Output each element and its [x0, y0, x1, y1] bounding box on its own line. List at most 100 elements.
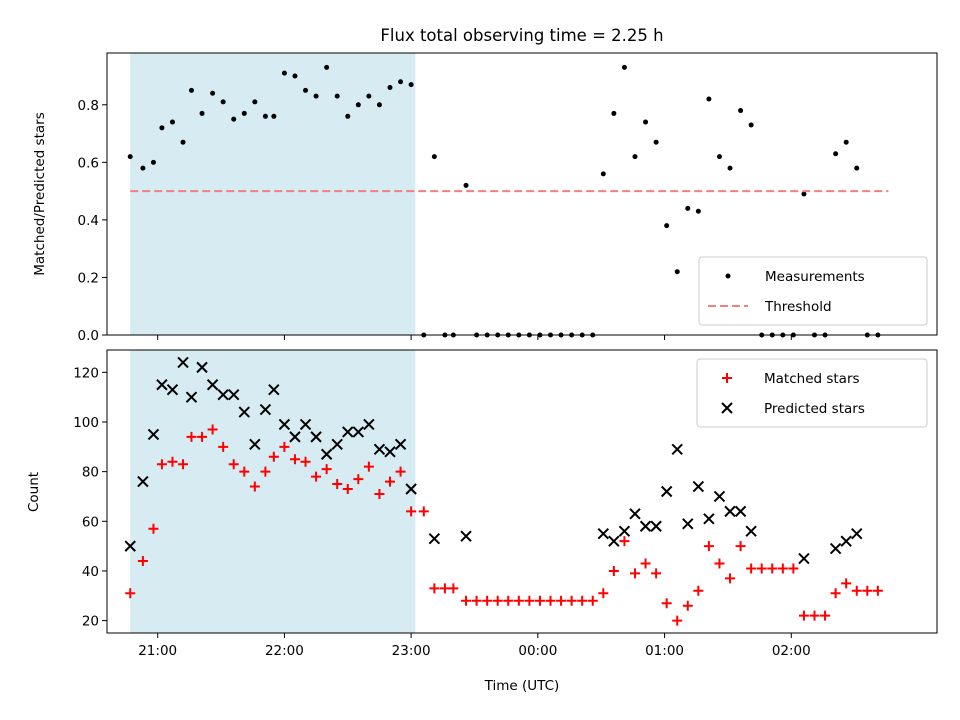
matched-star-point	[608, 565, 619, 576]
measurement-point	[431, 154, 437, 160]
y-tick-label: 0.0	[78, 328, 99, 344]
measurement-point	[271, 113, 277, 119]
predicted-star-point	[268, 384, 280, 396]
predicted-star-point	[166, 384, 179, 396]
bottom-axes-frame	[106, 349, 938, 634]
predicted-star-point	[798, 552, 810, 565]
measurement-point	[355, 102, 361, 108]
top-y-axis-label: Matched/Predicted stars	[32, 112, 48, 275]
matched-star-point	[862, 585, 873, 596]
measurement-point	[180, 139, 186, 145]
bottom-series-layer	[124, 356, 883, 626]
measurement-point	[140, 165, 146, 171]
predicted-star-point	[608, 535, 620, 547]
matched-star-point	[492, 595, 503, 606]
legend-predicted-marker	[721, 402, 733, 414]
measurement-point	[653, 139, 659, 145]
y-tick-label: 0.4	[78, 213, 99, 229]
predicted-star-point	[185, 391, 198, 403]
matched-star-point	[448, 583, 459, 594]
matched-star-point	[566, 595, 577, 606]
matched-star-point	[137, 556, 148, 567]
legend-matched-marker	[722, 373, 732, 383]
top-axes-frame	[106, 52, 938, 336]
predicted-star-point	[249, 438, 261, 451]
matched-star-point	[482, 595, 493, 606]
measurement-point	[292, 73, 298, 79]
matched-star-point	[524, 595, 535, 606]
y-tick-label: 0.2	[78, 270, 99, 286]
bottom-y-ticks: 20 40 60 80 100 120	[73, 365, 107, 630]
matched-star-point	[872, 585, 883, 596]
bottom-shaded-region	[130, 350, 416, 633]
predicted-star-point	[629, 508, 641, 520]
matched-star-point	[471, 595, 482, 606]
matched-star-point	[841, 578, 852, 589]
predicted-star-point	[428, 532, 441, 545]
predicted-star-point	[713, 490, 726, 503]
predicted-star-point	[289, 431, 301, 443]
predicted-star-point	[259, 403, 272, 416]
matched-star-point	[746, 563, 757, 574]
measurement-point	[387, 85, 393, 91]
matched-star-point	[268, 451, 279, 462]
predicted-star-point	[342, 426, 354, 438]
measurement-point	[706, 96, 712, 102]
matched-star-point	[661, 598, 672, 609]
measurement-point	[727, 165, 733, 171]
matched-star-point	[148, 523, 159, 534]
matched-star-point	[289, 454, 300, 465]
matched-star-point	[279, 441, 290, 452]
legend-threshold-label: Threshold	[764, 299, 832, 315]
measurement-point	[854, 165, 860, 171]
matched-star-point	[218, 441, 229, 452]
predicted-star-point	[278, 418, 291, 431]
matched-star-point	[342, 484, 353, 495]
predicted-star-point	[692, 480, 705, 493]
matched-star-point	[577, 595, 588, 606]
measurement-point	[643, 119, 649, 125]
top-legend-box	[698, 256, 928, 326]
predicted-star-point	[394, 438, 407, 451]
y-tick-label: 60	[82, 514, 99, 530]
measurement-point	[159, 125, 165, 131]
predicted-star-point	[618, 525, 631, 537]
predicted-star-point	[829, 542, 842, 555]
legend-matched-label: Matched stars	[764, 371, 860, 387]
measurement-point	[685, 205, 691, 211]
predicted-star-point	[196, 361, 208, 374]
measurement-point	[664, 223, 670, 229]
top-shaded-region	[130, 53, 416, 335]
measurement-point	[801, 191, 807, 197]
measurement-point	[463, 182, 469, 188]
predicted-star-point	[682, 518, 694, 530]
matched-star-point	[311, 471, 322, 482]
predicted-star-point	[671, 443, 683, 456]
matched-star-point	[830, 588, 841, 599]
predicted-star-point	[660, 485, 673, 498]
matched-star-point	[429, 583, 440, 594]
matched-star-point	[714, 558, 725, 569]
top-legend: Measurements Threshold	[698, 256, 928, 326]
measurement-point	[169, 119, 175, 125]
x-tick-label: 22:00	[265, 643, 304, 659]
matched-star-point	[756, 563, 767, 574]
matched-star-point	[693, 585, 704, 596]
measurement-point	[843, 139, 849, 145]
measurement-point	[199, 110, 205, 116]
predicted-star-point	[217, 388, 229, 401]
matched-star-point	[197, 431, 208, 442]
matched-star-point	[418, 506, 429, 517]
measurement-point	[674, 269, 680, 275]
x-tick-label: 23:00	[392, 643, 431, 659]
matched-star-point	[798, 610, 809, 621]
predicted-star-point	[373, 443, 386, 456]
matched-star-point	[207, 424, 218, 435]
matched-star-point	[260, 466, 271, 477]
measurement-point	[716, 154, 722, 160]
legend-measurements-marker	[725, 273, 731, 279]
matched-star-point	[672, 615, 683, 626]
matched-star-point	[249, 481, 260, 492]
predicted-star-point	[405, 483, 417, 495]
matched-star-point	[239, 466, 250, 477]
